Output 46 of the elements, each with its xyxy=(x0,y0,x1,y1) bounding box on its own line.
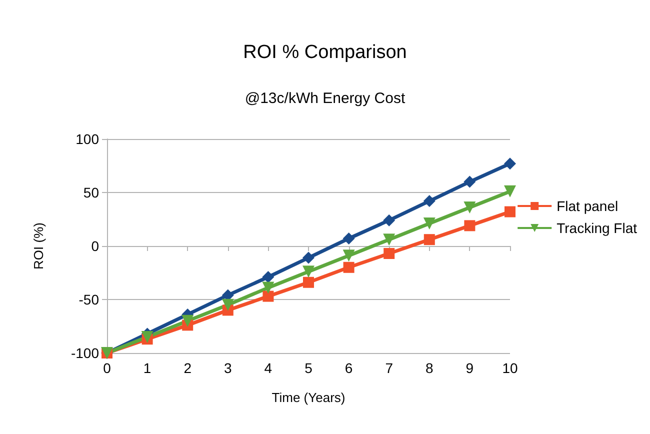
point xyxy=(504,185,516,198)
legend-label: Flat panel xyxy=(556,198,618,214)
point xyxy=(384,248,395,259)
point xyxy=(141,330,154,343)
point xyxy=(303,276,314,288)
point xyxy=(262,282,274,294)
point xyxy=(302,252,314,264)
x-tick-label: 8 xyxy=(426,360,434,376)
point xyxy=(182,314,194,327)
chart-title: ROI % Comparison xyxy=(243,42,407,63)
x-tick-label: 1 xyxy=(143,360,152,376)
x-tick-label: 4 xyxy=(264,360,272,376)
y-tick-label: 100 xyxy=(76,131,100,147)
point xyxy=(504,206,516,218)
x-tick-label: 10 xyxy=(502,360,518,376)
point xyxy=(262,271,274,284)
x-tick-label: 9 xyxy=(466,360,474,376)
x-tick-label: 5 xyxy=(304,360,313,376)
point xyxy=(464,220,476,232)
legend-label: Tracking Flat xyxy=(556,220,638,236)
point xyxy=(504,158,516,170)
point xyxy=(343,262,354,273)
point xyxy=(423,218,436,230)
chart-subtitle: @13c/kWh Energy Cost xyxy=(244,90,406,107)
point xyxy=(383,214,396,226)
point xyxy=(302,266,314,278)
x-tick-label: 0 xyxy=(103,360,112,376)
y-tick-label: -50 xyxy=(78,292,100,308)
point xyxy=(222,298,234,311)
y-tick-label: -100 xyxy=(70,345,100,361)
point xyxy=(342,232,355,245)
point xyxy=(464,201,476,214)
point xyxy=(383,234,396,246)
x-tick-label: 2 xyxy=(184,360,192,376)
x-tick-label: 3 xyxy=(224,360,232,376)
x-axis-title: Time (Years) xyxy=(272,390,346,405)
point xyxy=(464,176,476,188)
y-tick-label: 50 xyxy=(83,184,100,200)
y-tick-label: 0 xyxy=(91,238,100,254)
point xyxy=(262,290,274,302)
x-tick-label: 6 xyxy=(344,360,353,376)
x-tick-label: 7 xyxy=(385,360,394,376)
point xyxy=(342,250,355,262)
point xyxy=(423,195,436,208)
point xyxy=(424,234,435,246)
y-axis-title: ROI (%) xyxy=(31,222,46,270)
